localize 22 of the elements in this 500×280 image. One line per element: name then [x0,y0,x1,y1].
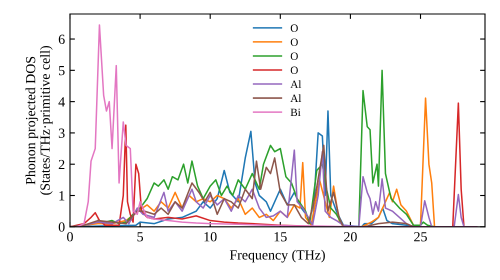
legend-label: O [290,52,298,60]
x-tick-label: 5 [137,232,144,242]
y-tick-label: 6 [58,34,65,44]
y-tick-label: 3 [58,128,65,138]
x-tick-label: 15 [274,232,287,242]
x-tick-label: 20 [344,232,357,242]
y-axis-title: Phonon projected DOS (States/THz·primitive cell) [26,46,53,195]
y-tick-label: 0 [58,222,65,232]
legend-label: O [290,24,298,32]
legend-label: Al [290,94,302,102]
y-tick-label: 2 [58,160,64,170]
y-tick-label: 4 [58,97,65,106]
x-axis-title: Frequency (THz) [230,250,325,262]
legend-label: Bi [290,108,301,116]
x-tick-label: 25 [414,232,427,242]
y-tick-label: 1 [59,191,64,200]
legend-label: Al [290,80,302,88]
legend-label: O [290,38,298,46]
x-tick-label: 0 [67,232,73,242]
x-tick-label: 10 [204,232,217,242]
y-tick-label: 5 [59,66,65,76]
legend-label: O [290,66,298,74]
